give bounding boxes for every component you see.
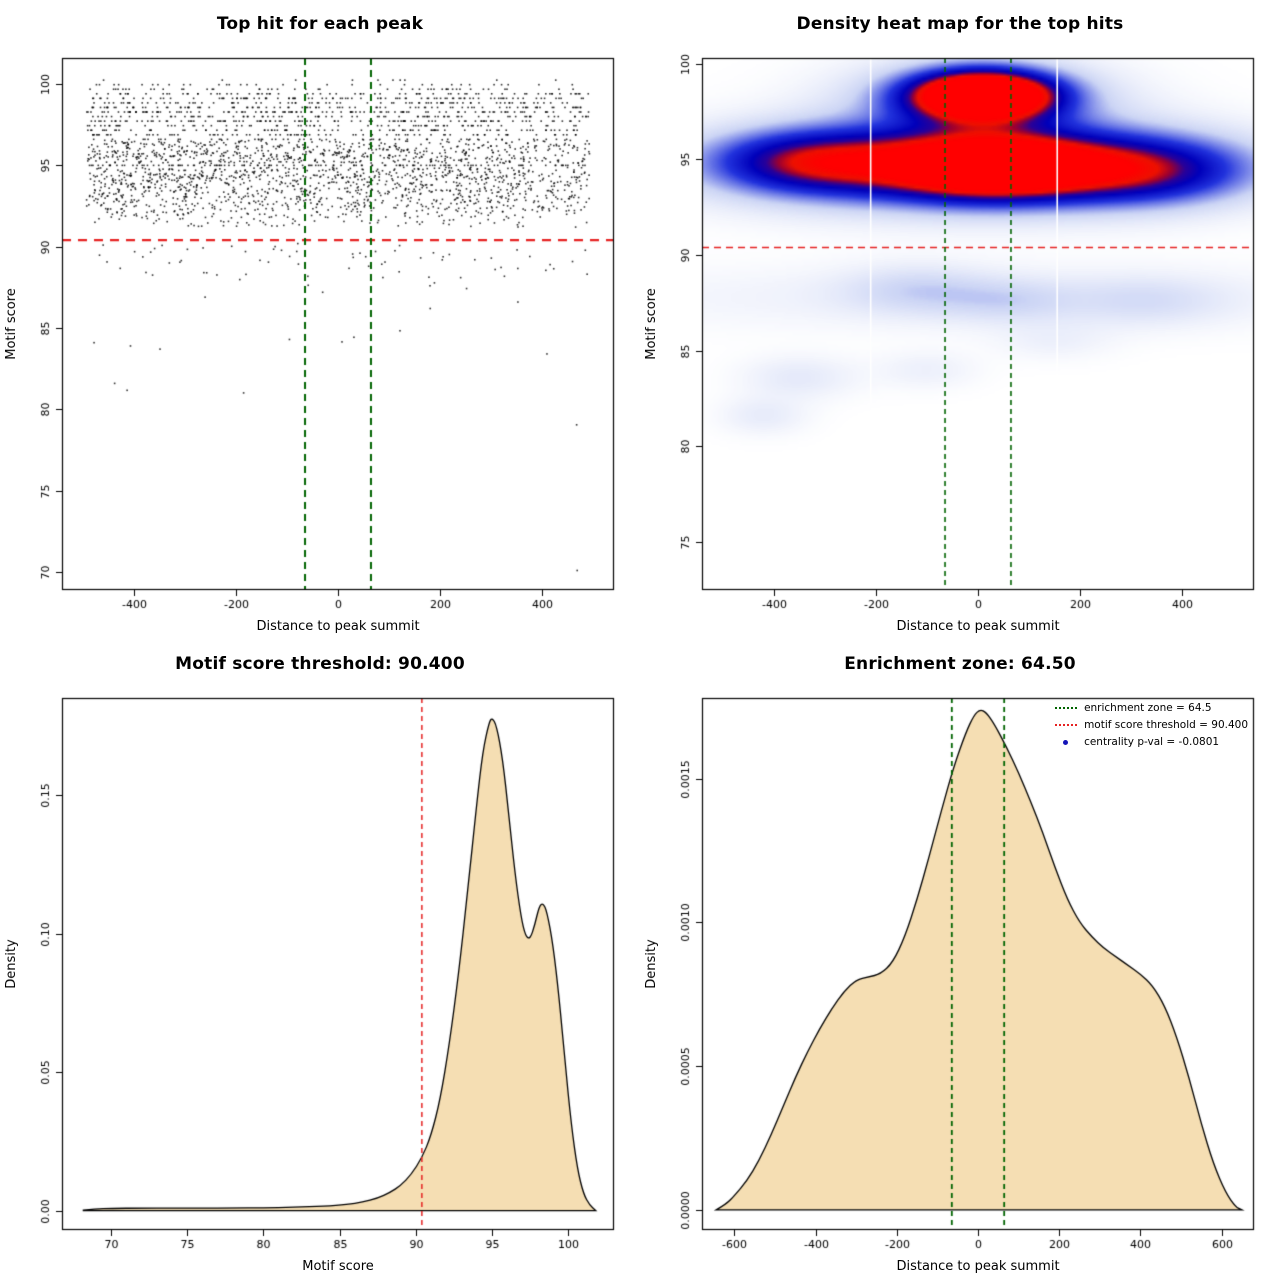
plot-area: Distance to peak summit Motif score: [0, 48, 640, 640]
y-axis-label: Motif score: [4, 288, 19, 360]
chart-title: Density heat map for the top hits: [796, 14, 1124, 34]
x-axis-label: Motif score: [302, 1259, 374, 1274]
y-axis-label: Density: [4, 939, 19, 989]
plot-area: Motif score Density: [0, 688, 640, 1280]
chart-title: Motif score threshold: 90.400: [175, 654, 465, 674]
legend-item-enrichment-zone: enrichment zone = 64.5: [1055, 702, 1248, 714]
chart-title: Top hit for each peak: [216, 14, 424, 34]
y-axis-label: Density: [644, 939, 659, 989]
score-density-plot-canvas: [0, 688, 640, 1280]
distance-density-plot-canvas: [640, 688, 1280, 1280]
score-threshold-line-swatch: [1055, 724, 1078, 726]
legend: enrichment zone = 64.5 motif score thres…: [1055, 702, 1248, 748]
enrichment-zone-line-swatch: [1055, 707, 1078, 709]
legend-item-centrality-pval: centrality p-val = -0.0801: [1055, 736, 1248, 748]
plot-area: Distance to peak summit Density enrichme…: [640, 688, 1280, 1280]
x-axis-label: Distance to peak summit: [896, 1259, 1060, 1274]
y-axis-label: Motif score: [644, 288, 659, 360]
heatmap-plot-canvas: [640, 48, 1280, 640]
legend-label: enrichment zone = 64.5: [1084, 702, 1212, 714]
plot-area: Distance to peak summit Motif score: [640, 48, 1280, 640]
panel-density-heatmap: Density heat map for the top hits Distan…: [640, 0, 1280, 640]
centrality-point-swatch: [1063, 739, 1069, 745]
panel-enrichment-zone-density: Enrichment zone: 64.50 Distance to peak …: [640, 640, 1280, 1280]
legend-label: centrality p-val = -0.0801: [1084, 736, 1220, 748]
x-axis-label: Distance to peak summit: [896, 619, 1060, 634]
legend-label: motif score threshold = 90.400: [1084, 719, 1248, 731]
chart-title: Enrichment zone: 64.50: [844, 654, 1076, 674]
panel-top-hits-scatter: Top hit for each peak Distance to peak s…: [0, 0, 640, 640]
legend-item-score-threshold: motif score threshold = 90.400: [1055, 719, 1248, 731]
scatter-plot-canvas: [0, 48, 640, 640]
x-axis-label: Distance to peak summit: [256, 619, 420, 634]
panel-score-threshold-density: Motif score threshold: 90.400 Motif scor…: [0, 640, 640, 1280]
